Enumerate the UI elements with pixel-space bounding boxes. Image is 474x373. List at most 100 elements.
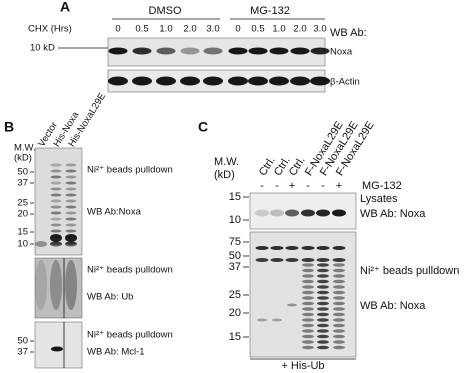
mw-marker: 75	[229, 236, 241, 248]
band	[333, 279, 345, 284]
band	[50, 169, 62, 173]
band	[285, 246, 299, 250]
band	[302, 323, 314, 328]
band	[317, 345, 329, 350]
band	[132, 47, 152, 55]
band	[317, 318, 329, 322]
band	[316, 258, 330, 262]
blot-label: WB Ab: Ub	[87, 292, 133, 303]
treatment-label: CHX (Hrs)	[28, 24, 72, 35]
band	[332, 246, 346, 250]
band	[333, 307, 345, 311]
band	[50, 217, 62, 221]
band	[301, 258, 315, 262]
band	[108, 76, 128, 86]
timepoint: 0.5	[251, 24, 264, 35]
band	[65, 193, 77, 197]
mw-label: M.W.	[14, 143, 36, 154]
band	[317, 307, 329, 311]
band	[156, 47, 176, 55]
timepoint: 3.0	[313, 24, 326, 35]
band	[228, 47, 248, 55]
band	[51, 346, 63, 352]
band	[255, 258, 269, 262]
band	[65, 169, 77, 173]
band	[50, 193, 62, 197]
band	[333, 329, 345, 333]
band	[132, 76, 152, 86]
treatment-sign: -	[275, 180, 279, 192]
band	[310, 76, 330, 86]
band	[50, 211, 62, 215]
band	[333, 285, 345, 289]
mw-marker: 37	[17, 178, 28, 189]
timepoint: 0	[115, 24, 120, 35]
band	[35, 241, 47, 247]
mw-unit: (kD)	[14, 153, 32, 164]
band	[302, 290, 314, 295]
band	[270, 258, 284, 262]
band	[285, 209, 299, 217]
blot-label: Ni²⁺ beads pulldown	[87, 165, 173, 176]
band	[333, 290, 345, 295]
band	[333, 263, 345, 267]
band	[108, 47, 128, 55]
band	[50, 199, 62, 203]
band	[317, 279, 329, 284]
band	[333, 334, 345, 339]
band	[332, 258, 346, 262]
treatment-sign: -	[260, 180, 264, 192]
timepoint: 3.0	[206, 24, 219, 35]
blot-label: Lysates	[360, 193, 398, 205]
band	[290, 76, 310, 86]
blot	[34, 321, 83, 369]
band	[317, 329, 329, 333]
panel-label: B	[4, 119, 14, 135]
mw-marker: 50	[229, 250, 241, 262]
band	[332, 209, 346, 217]
band	[317, 263, 329, 267]
antibody-label: WB Ab:	[330, 27, 367, 39]
panel-label: C	[198, 119, 208, 135]
band	[65, 187, 77, 191]
band	[50, 181, 62, 185]
band	[50, 187, 62, 191]
group-label: MG-132	[250, 5, 290, 17]
treatment-sign: -	[306, 180, 310, 192]
band	[316, 209, 330, 217]
mw-marker: 10	[17, 239, 28, 250]
band	[317, 285, 329, 289]
band	[180, 76, 200, 86]
band	[50, 175, 62, 179]
band	[302, 296, 314, 300]
band	[255, 209, 269, 217]
band	[333, 274, 345, 278]
band	[302, 329, 314, 333]
band	[302, 263, 314, 267]
band	[317, 312, 329, 317]
band	[203, 76, 223, 86]
band	[317, 301, 329, 306]
treatment-label: MG-132	[362, 180, 402, 192]
band	[156, 76, 176, 86]
band	[228, 76, 248, 86]
mw-marker: 15	[229, 331, 241, 343]
mw-label: M.W.	[214, 156, 239, 168]
band	[203, 47, 223, 55]
band	[272, 318, 282, 322]
band	[65, 229, 77, 233]
band	[302, 318, 314, 322]
band	[269, 76, 289, 86]
band	[248, 76, 268, 86]
band	[50, 260, 62, 310]
band	[302, 274, 314, 278]
band	[301, 209, 315, 217]
mw-marker: 10 kD	[30, 43, 55, 54]
band	[65, 234, 77, 242]
blot-label: Ni²⁺ beads pulldown	[360, 265, 459, 277]
lane-label: Ctrl.	[287, 155, 308, 178]
band	[257, 318, 267, 322]
band	[65, 205, 77, 209]
timepoint: 2.0	[183, 24, 196, 35]
